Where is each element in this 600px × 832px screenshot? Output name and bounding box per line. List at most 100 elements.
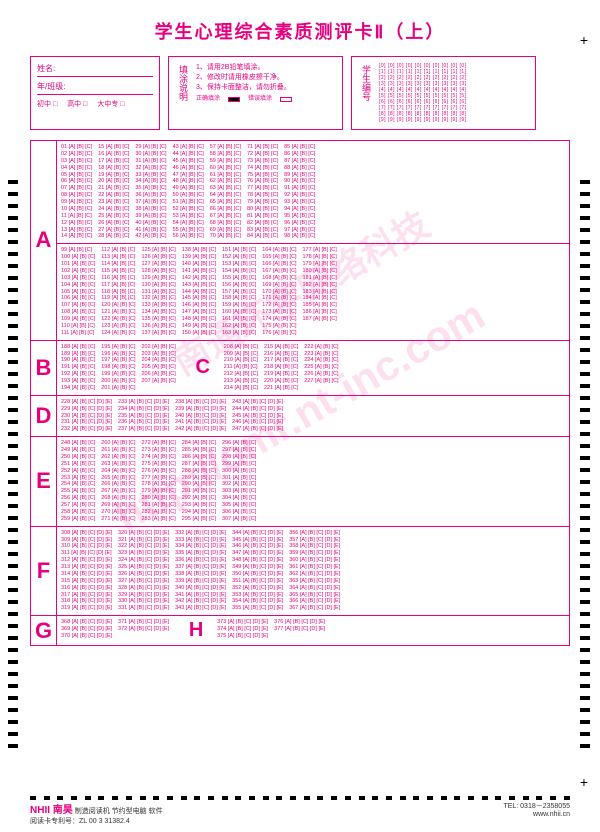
question-row[interactable]: 377 [A] [B] [C] [D] [E] — [274, 626, 325, 633]
question-row[interactable]: 356 [A] [B] [C] [D] [E] — [289, 530, 340, 537]
question-row[interactable]: 370 [A] [B] [C] [D] [E] — [61, 633, 112, 640]
level-college[interactable]: 大中专 □ — [97, 99, 124, 109]
question-row[interactable]: 53 [A] [B] [C] — [173, 213, 204, 220]
question-row[interactable]: 327 [A] [B] [C] [D] [E] — [118, 578, 169, 585]
question-row[interactable]: 271 [A] [B] [C] — [101, 516, 135, 523]
question-row[interactable]: 233 [A] [B] [C] [D] [E] — [118, 399, 169, 406]
question-row[interactable]: 131 [A] [B] [C] — [142, 289, 176, 296]
question-row[interactable]: 213 [A] [B] [C] — [224, 378, 258, 385]
question-row[interactable]: 210 [A] [B] [C] — [224, 357, 258, 364]
question-row[interactable]: 61 [A] [B] [C] — [210, 172, 241, 179]
question-row[interactable]: 47 [A] [B] [C] — [173, 172, 204, 179]
question-row[interactable]: 166 [A] [B] [C] — [262, 261, 296, 268]
question-row[interactable]: 104 [A] [B] [C] — [61, 282, 95, 289]
question-row[interactable]: 375 [A] [B] [C] [D] [E] — [217, 633, 268, 640]
question-row[interactable]: 342 [A] [B] [C] [D] [E] — [175, 598, 226, 605]
question-row[interactable]: 03 [A] [B] [C] — [61, 158, 92, 165]
question-row[interactable]: 268 [A] [B] [C] — [101, 495, 135, 502]
question-row[interactable]: 115 [A] [B] [C] — [101, 268, 135, 275]
question-row[interactable]: 26 [A] [B] [C] — [98, 220, 129, 227]
question-row[interactable]: 345 [A] [B] [C] [D] [E] — [232, 537, 283, 544]
question-row[interactable]: 13 [A] [B] [C] — [61, 227, 92, 234]
question-row[interactable]: 57 [A] [B] [C] — [210, 144, 241, 151]
question-row[interactable]: 165 [A] [B] [C] — [262, 254, 296, 261]
question-row[interactable]: 310 [A] [B] [C] [D] [E] — [61, 543, 112, 550]
question-row[interactable]: 15 [A] [B] [C] — [98, 144, 129, 151]
question-row[interactable]: 348 [A] [B] [C] [D] [E] — [232, 557, 283, 564]
question-row[interactable]: 19 [A] [B] [C] — [98, 172, 129, 179]
question-row[interactable]: 288 [A] [B] [C] — [182, 468, 216, 475]
question-row[interactable]: 163 [A] [B] [C] — [222, 330, 256, 337]
question-row[interactable]: 158 [A] [B] [C] — [222, 295, 256, 302]
question-row[interactable]: 132 [A] [B] [C] — [142, 295, 176, 302]
question-row[interactable]: 193 [A] [B] [C] — [61, 378, 95, 385]
question-row[interactable]: 335 [A] [B] [C] [D] [E] — [175, 550, 226, 557]
question-row[interactable]: 361 [A] [B] [C] [D] [E] — [289, 564, 340, 571]
question-row[interactable]: 20 [A] [B] [C] — [98, 178, 129, 185]
question-row[interactable]: 220 [A] [B] [C] — [264, 378, 298, 385]
question-row[interactable]: 65 [A] [B] [C] — [210, 199, 241, 206]
question-row[interactable]: 149 [A] [B] [C] — [182, 323, 216, 330]
question-row[interactable]: 107 [A] [B] [C] — [61, 302, 95, 309]
question-row[interactable]: 44 [A] [B] [C] — [173, 151, 204, 158]
question-row[interactable]: 10 [A] [B] [C] — [61, 206, 92, 213]
question-row[interactable]: 350 [A] [B] [C] [D] [E] — [232, 571, 283, 578]
question-row[interactable]: 232 [A] [B] [C] [D] [E] — [61, 426, 112, 433]
question-row[interactable]: 221 [A] [B] [C] — [264, 385, 298, 392]
question-row[interactable]: 68 [A] [B] [C] — [210, 220, 241, 227]
question-row[interactable]: 70 [A] [B] [C] — [210, 233, 241, 240]
question-row[interactable]: 254 [A] [B] [C] — [61, 481, 95, 488]
question-row[interactable]: 305 [A] [B] [C] — [222, 502, 256, 509]
question-row[interactable]: 120 [A] [B] [C] — [101, 302, 135, 309]
question-row[interactable]: 121 [A] [B] [C] — [101, 309, 135, 316]
question-row[interactable]: 369 [A] [B] [C] [D] [E] — [61, 626, 112, 633]
question-row[interactable]: 357 [A] [B] [C] [D] [E] — [289, 537, 340, 544]
question-row[interactable]: 156 [A] [B] [C] — [222, 282, 256, 289]
question-row[interactable]: 224 [A] [B] [C] — [304, 357, 338, 364]
question-row[interactable]: 256 [A] [B] [C] — [61, 495, 95, 502]
question-row[interactable]: 269 [A] [B] [C] — [101, 502, 135, 509]
question-row[interactable]: 180 [A] [B] [C] — [303, 268, 337, 275]
question-row[interactable]: 214 [A] [B] [C] — [224, 385, 258, 392]
question-row[interactable]: 12 [A] [B] [C] — [61, 220, 92, 227]
question-row[interactable]: 330 [A] [B] [C] [D] [E] — [118, 598, 169, 605]
question-row[interactable]: 195 [A] [B] [C] — [101, 344, 135, 351]
question-row[interactable]: 141 [A] [B] [C] — [182, 268, 216, 275]
question-row[interactable]: 332 [A] [B] [C] [D] [E] — [175, 530, 226, 537]
question-row[interactable]: 295 [A] [B] [C] — [182, 516, 216, 523]
question-row[interactable]: 99 [A] [B] [C] — [61, 247, 95, 254]
question-row[interactable]: 363 [A] [B] [C] [D] [E] — [289, 578, 340, 585]
question-row[interactable]: 325 [A] [B] [C] [D] [E] — [118, 564, 169, 571]
question-row[interactable]: 125 [A] [B] [C] — [142, 247, 176, 254]
question-row[interactable]: 249 [A] [B] [C] — [61, 447, 95, 454]
question-row[interactable]: 339 [A] [B] [C] [D] [E] — [175, 578, 226, 585]
question-row[interactable]: 137 [A] [B] [C] — [142, 330, 176, 337]
question-row[interactable]: 181 [A] [B] [C] — [303, 275, 337, 282]
question-row[interactable]: 51 [A] [B] [C] — [173, 199, 204, 206]
question-row[interactable]: 364 [A] [B] [C] [D] [E] — [289, 585, 340, 592]
question-row[interactable]: 113 [A] [B] [C] — [101, 254, 135, 261]
question-row[interactable]: 340 [A] [B] [C] [D] [E] — [175, 585, 226, 592]
question-row[interactable]: 294 [A] [B] [C] — [182, 509, 216, 516]
question-row[interactable]: 374 [A] [B] [C] [D] [E] — [217, 626, 268, 633]
question-row[interactable]: 33 [A] [B] [C] — [135, 172, 166, 179]
question-row[interactable]: 276 [A] [B] [C] — [142, 468, 176, 475]
question-row[interactable]: 50 [A] [B] [C] — [173, 192, 204, 199]
question-row[interactable]: 198 [A] [B] [C] — [101, 364, 135, 371]
question-row[interactable]: 49 [A] [B] [C] — [173, 185, 204, 192]
question-row[interactable]: 152 [A] [B] [C] — [222, 254, 256, 261]
question-row[interactable]: 36 [A] [B] [C] — [135, 192, 166, 199]
question-row[interactable]: 126 [A] [B] [C] — [142, 254, 176, 261]
question-row[interactable]: 209 [A] [B] [C] — [224, 351, 258, 358]
question-row[interactable]: 321 [A] [B] [C] [D] [E] — [118, 537, 169, 544]
question-row[interactable]: 153 [A] [B] [C] — [222, 261, 256, 268]
question-row[interactable]: 09 [A] [B] [C] — [61, 199, 92, 206]
question-row[interactable]: 207 [A] [B] [C] — [142, 378, 176, 385]
question-row[interactable]: 80 [A] [B] [C] — [247, 206, 278, 213]
question-row[interactable]: 94 [A] [B] [C] — [284, 206, 315, 213]
question-row[interactable]: 76 [A] [B] [C] — [247, 178, 278, 185]
question-row[interactable]: 18 [A] [B] [C] — [98, 165, 129, 172]
question-row[interactable]: 06 [A] [B] [C] — [61, 178, 92, 185]
question-row[interactable]: 319 [A] [B] [C] [D] [E] — [61, 605, 112, 612]
question-row[interactable]: 45 [A] [B] [C] — [173, 158, 204, 165]
